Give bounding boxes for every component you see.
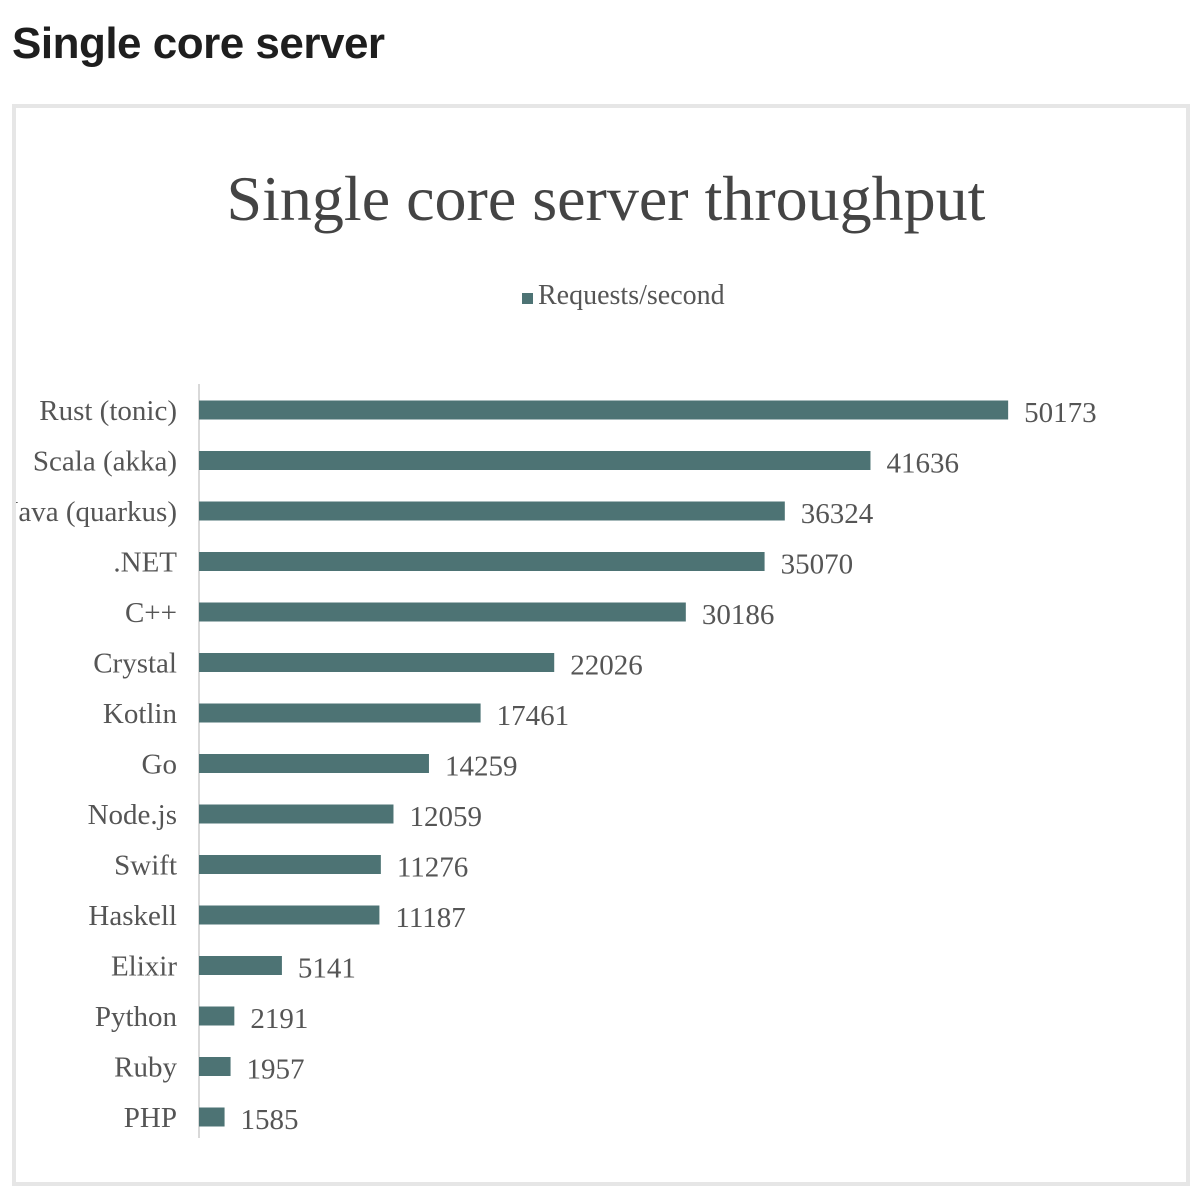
bar-2 — [199, 501, 785, 521]
page-heading: Single core server — [12, 19, 385, 68]
value-label: 11187 — [395, 902, 465, 934]
bar-8 — [199, 804, 394, 824]
bar-9 — [199, 855, 381, 874]
value-label: 30186 — [702, 599, 775, 631]
category-labels: Rust (tonic) Scala (akka) Java (quarkus) .N… — [16, 395, 177, 1134]
category-label: Node.js — [88, 799, 177, 831]
bar-11 — [199, 956, 282, 975]
bar-12 — [199, 1006, 235, 1026]
category-label: .NET — [113, 547, 177, 579]
bar-13 — [199, 1057, 231, 1076]
category-label: Kotlin — [103, 698, 178, 730]
value-label: 50173 — [1024, 397, 1097, 429]
value-label: 17461 — [497, 700, 569, 732]
bar-4 — [199, 602, 686, 622]
chart-card: Single core server throughput Requests/s… — [12, 104, 1190, 1186]
bar-1 — [199, 451, 871, 470]
category-label: Scala (akka) — [33, 446, 177, 478]
bars-group — [199, 400, 1009, 1127]
bar-14 — [199, 1107, 225, 1127]
value-label: 22026 — [570, 650, 643, 682]
bar-3 — [199, 552, 765, 571]
value-label: 12059 — [409, 801, 482, 833]
bar-5 — [199, 653, 555, 672]
value-label: 2191 — [250, 1003, 308, 1035]
value-label: 1585 — [241, 1104, 299, 1136]
value-label: 36324 — [801, 498, 874, 530]
value-label: 11276 — [397, 852, 468, 884]
category-label: Java (quarkus) — [16, 496, 177, 528]
legend-label: Requests/second — [538, 280, 725, 311]
category-label: C++ — [125, 597, 177, 629]
category-label: Haskell — [88, 900, 177, 932]
bar-10 — [199, 905, 380, 925]
category-label: Go — [142, 749, 177, 781]
value-label: 1957 — [247, 1054, 305, 1086]
value-label: 14259 — [445, 751, 517, 783]
chart-legend: Requests/second — [522, 280, 725, 311]
bar-7 — [199, 754, 429, 773]
value-label: 5141 — [298, 953, 356, 985]
legend-swatch — [522, 293, 533, 304]
bar-0 — [199, 400, 1009, 420]
category-label: Elixir — [111, 951, 177, 983]
bar-chart: Single core server throughput Requests/s… — [16, 163, 1097, 1138]
chart-title: Single core server throughput — [227, 163, 986, 234]
category-label: PHP — [124, 1102, 177, 1134]
bar-6 — [199, 703, 481, 723]
value-label: 41636 — [886, 448, 959, 480]
category-label: Rust (tonic) — [39, 395, 177, 427]
category-label: Ruby — [114, 1052, 177, 1084]
category-label: Crystal — [93, 648, 177, 680]
category-label: Swift — [114, 850, 177, 882]
category-label: Python — [95, 1001, 178, 1033]
value-label: 35070 — [781, 549, 854, 581]
